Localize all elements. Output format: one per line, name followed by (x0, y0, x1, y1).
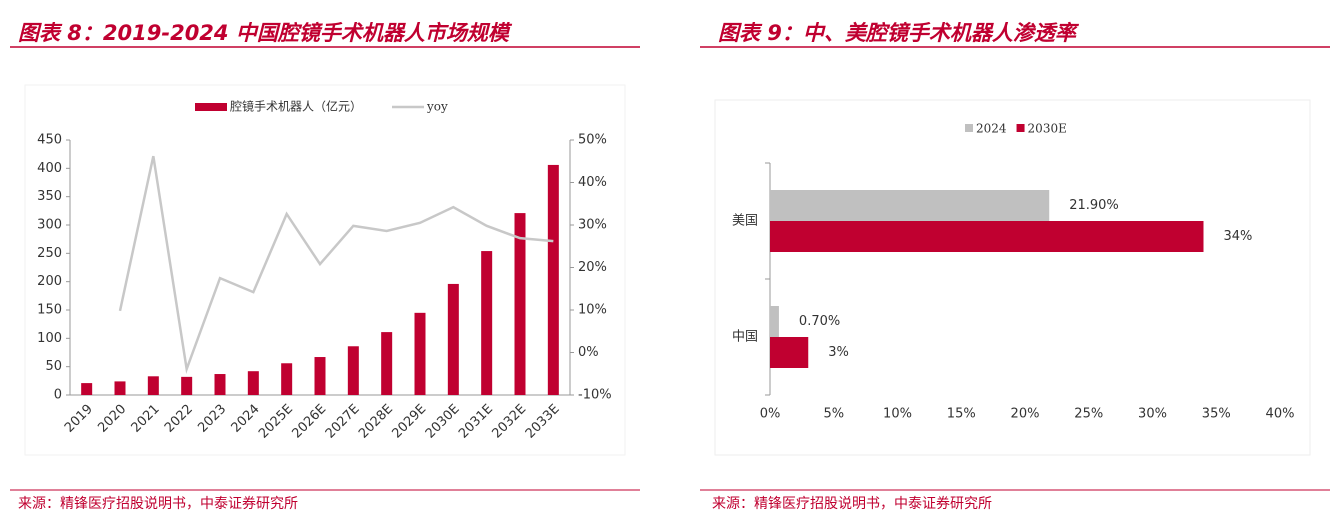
y-tick-label: 300 (37, 218, 62, 233)
bar (81, 383, 93, 395)
x-tick-label: 5% (823, 407, 844, 422)
data-label: 0.70% (799, 314, 840, 329)
legend-swatch (1016, 124, 1025, 132)
legend-label: 2030E (1028, 122, 1067, 136)
y-tick-label: 400 (37, 161, 62, 176)
x-tick-label: 35% (1202, 407, 1231, 422)
legend-swatch (195, 103, 227, 111)
y2-tick-label: 0% (578, 345, 599, 360)
y-tick-label: 50 (45, 359, 62, 374)
y2-tick-label: 30% (578, 218, 607, 233)
source: 来源：精锋医疗招股说明书，中泰证券研究所 (712, 496, 992, 512)
x-tick-label: 0% (760, 407, 781, 422)
bar (770, 190, 1050, 221)
bar (770, 306, 779, 337)
y-tick-label: 中国 (732, 330, 758, 345)
bar (381, 332, 393, 395)
y-tick-label: 0 (54, 388, 62, 403)
bar (481, 251, 493, 395)
bar (447, 283, 459, 395)
y-tick-label: 150 (37, 303, 62, 318)
y-tick-label: 200 (37, 274, 62, 289)
y-tick-label: 350 (37, 189, 62, 204)
chart-frame (24, 84, 626, 456)
legend-label: yoy (426, 100, 448, 114)
bar (281, 363, 293, 395)
bar (247, 371, 259, 395)
source: 来源：精锋医疗招股说明书，中泰证券研究所 (18, 496, 298, 512)
bar (514, 213, 526, 395)
bar (147, 376, 159, 395)
x-tick-label: 10% (883, 407, 912, 422)
y2-tick-label: 50% (578, 133, 607, 148)
x-tick-label: 40% (1266, 407, 1295, 422)
chart-title: 图表 8：2019-2024 中国腔镜手术机器人市场规模 (18, 21, 513, 45)
bar (547, 164, 559, 395)
line (118, 155, 554, 375)
y-tick-label: 250 (37, 246, 62, 261)
data-label: 3% (828, 345, 849, 360)
y-tick-label: 450 (37, 133, 62, 148)
y2-tick-label: 40% (578, 175, 607, 190)
x-tick-label: 15% (947, 407, 976, 422)
bar (770, 221, 1204, 252)
y2-tick-label: 10% (578, 303, 607, 318)
bar (347, 346, 359, 395)
legend-label: 腔镜手术机器人（亿元） (230, 99, 362, 114)
data-label: 21.90% (1069, 198, 1119, 213)
bar (181, 376, 193, 395)
bar (114, 381, 126, 395)
legend-label: 2024 (976, 122, 1007, 136)
chart-title: 图表 9：中、美腔镜手术机器人渗透率 (718, 21, 1080, 45)
y-tick-label: 美国 (732, 214, 758, 229)
y2-tick-label: -10% (578, 388, 612, 403)
bar (314, 357, 326, 395)
x-tick-label: 25% (1074, 407, 1103, 422)
legend-swatch (965, 124, 973, 132)
y2-tick-label: 20% (578, 260, 607, 275)
bar (770, 337, 809, 368)
x-tick-label: 20% (1011, 407, 1040, 422)
y-tick-label: 100 (37, 331, 62, 346)
bar (414, 312, 426, 395)
data-label: 34% (1224, 229, 1253, 244)
chart-frame (714, 99, 1311, 456)
x-tick-label: 30% (1138, 407, 1167, 422)
bar (214, 374, 226, 395)
